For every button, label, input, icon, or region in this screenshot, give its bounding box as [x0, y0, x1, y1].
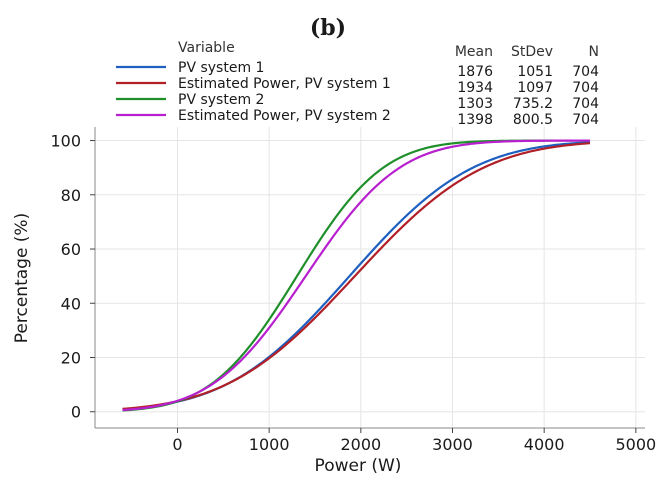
legend-series-name: Estimated Power, PV system 2 [178, 108, 391, 124]
x-tick-label: 5000 [615, 435, 656, 454]
legend-series-name: PV system 1 [178, 60, 264, 76]
y-tick-label: 80 [61, 186, 81, 205]
legend-col-n: N [589, 44, 599, 60]
legend-mean-value: 1398 [457, 112, 493, 128]
series-line-4 [122, 139, 590, 412]
x-tick-label: 0 [172, 435, 182, 454]
axis-frame [94, 127, 645, 429]
legend-n-value: 704 [572, 112, 599, 128]
legend-n-value: 704 [572, 80, 599, 96]
x-axis-label: Power (W) [315, 456, 402, 476]
y-tick-label: 20 [61, 348, 81, 367]
x-axis-ticks: 0 1000 2000 3000 4000 5000 [172, 428, 656, 454]
y-axis-ticks: 0 20 40 60 80 100 [50, 132, 95, 422]
y-axis-label: Percentage (%) [12, 213, 32, 343]
legend-col-mean: Mean [455, 44, 493, 60]
series-lines [122, 139, 591, 412]
series-line-2 [122, 142, 591, 410]
panel-label: (b) [310, 15, 346, 41]
legend-col-stdev: StDev [511, 44, 553, 60]
legend-series-name: Estimated Power, PV system 1 [178, 76, 391, 92]
gridlines [95, 127, 645, 428]
legend-n-value: 704 [572, 96, 599, 112]
legend-mean-value: 1303 [457, 96, 493, 112]
legend-n-value: 704 [572, 64, 599, 80]
x-tick-label: 3000 [432, 435, 473, 454]
legend-stdev-value: 1051 [517, 64, 553, 80]
legend: Variable Mean StDev N PV system 1 1876 105… [116, 40, 599, 128]
legend-series-name: PV system 2 [178, 92, 264, 108]
legend-title: Variable [178, 40, 235, 56]
x-tick-label: 4000 [524, 435, 565, 454]
y-tick-label: 100 [50, 132, 81, 151]
x-tick-label: 2000 [340, 435, 381, 454]
y-tick-label: 0 [71, 403, 81, 422]
y-tick-label: 40 [61, 294, 81, 313]
plot-area: 0 1000 2000 3000 4000 5000 0 20 40 60 80 100 [50, 127, 656, 454]
legend-mean-value: 1876 [457, 64, 493, 80]
legend-stdev-value: 800.5 [513, 112, 553, 128]
x-tick-label: 1000 [249, 435, 290, 454]
legend-stdev-value: 735.2 [513, 96, 553, 112]
legend-mean-value: 1934 [457, 80, 493, 96]
y-tick-label: 60 [61, 240, 81, 259]
legend-stdev-value: 1097 [517, 80, 553, 96]
